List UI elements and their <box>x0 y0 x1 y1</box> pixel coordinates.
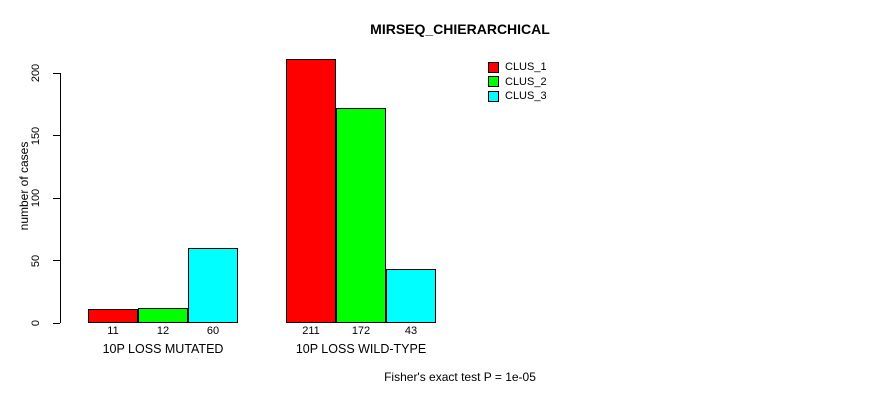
category-label: 10P LOSS MUTATED <box>102 342 224 356</box>
y-axis-tick <box>53 260 60 261</box>
y-axis-label: number of cases <box>17 141 31 231</box>
y-axis-tick <box>53 197 60 199</box>
legend-swatch <box>488 61 499 73</box>
y-axis-line <box>60 73 61 323</box>
bar-clus-2 <box>138 308 188 323</box>
y-axis-tick-label: 200 <box>30 63 42 83</box>
y-axis-tick-label: 50 <box>30 254 42 267</box>
legend-item: CLUS_2 <box>488 75 547 90</box>
y-axis-tick-label: 150 <box>30 126 42 145</box>
y-axis-tick <box>53 322 60 324</box>
legend-swatch <box>488 90 499 102</box>
bar-value-label: 60 <box>206 325 220 337</box>
bar-value-label: 12 <box>156 325 170 337</box>
category-label: 10P LOSS WILD-TYPE <box>295 342 427 356</box>
legend-item: CLUS_3 <box>488 89 547 104</box>
legend-label: CLUS_2 <box>505 75 547 88</box>
bar-clus-2 <box>336 108 386 323</box>
legend: CLUS_1 CLUS_2 CLUS_3 <box>488 60 547 104</box>
chart-title: MIRSEQ_CHIERARCHICAL <box>370 21 550 37</box>
y-axis-tick-label: 0 <box>30 319 42 327</box>
bar-value-label: 43 <box>404 325 418 337</box>
footer-annotation: Fisher's exact test P = 1e-05 <box>384 370 536 384</box>
bar-clus-3 <box>386 269 436 323</box>
y-axis-tick <box>53 72 60 74</box>
bar-value-label: 11 <box>107 325 119 337</box>
bar-clus-3 <box>188 248 238 323</box>
legend-label: CLUS_1 <box>505 61 547 74</box>
bar-value-label: 172 <box>351 325 371 337</box>
bar-clus-1 <box>88 309 138 323</box>
legend-item: CLUS_1 <box>488 60 547 75</box>
legend-swatch <box>488 76 499 88</box>
y-axis-tick <box>53 135 60 136</box>
bar-value-label: 211 <box>302 325 320 337</box>
legend-label: CLUS_3 <box>505 90 547 103</box>
y-axis-tick-label: 100 <box>30 188 42 208</box>
bar-clus-1 <box>286 59 336 323</box>
